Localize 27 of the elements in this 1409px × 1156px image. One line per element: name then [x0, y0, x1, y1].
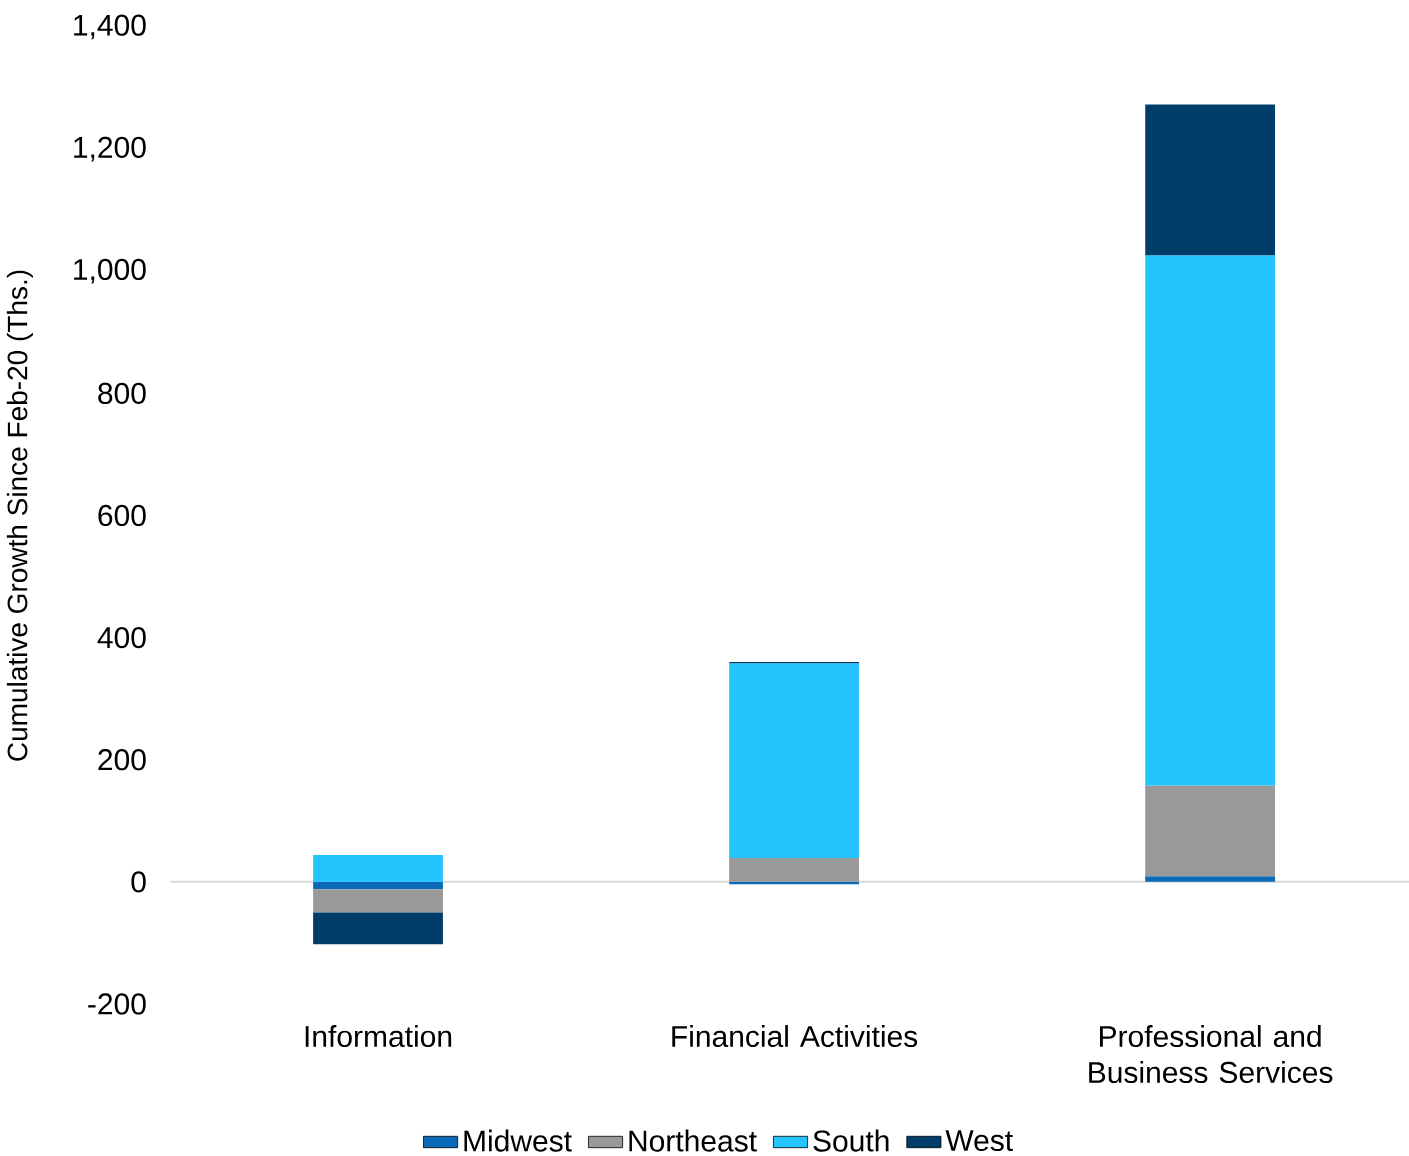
legend-label: West [945, 1130, 1013, 1152]
x-tick-label: Professional and Business Services [1089, 1025, 1333, 1084]
y-tick-label: 1,400 [74, 14, 146, 40]
bar [313, 912, 443, 945]
x-tick-label: Financial Activities [672, 1025, 918, 1048]
bar [1145, 785, 1276, 877]
bar [729, 858, 859, 882]
legend-label: Northeast [629, 1129, 757, 1152]
bar [313, 889, 443, 913]
y-tick-label: 1,000 [74, 258, 146, 284]
y-axis-title: Cumulative Growth Since Feb-20 (Ths.) [6, 270, 33, 761]
bar [729, 663, 859, 859]
y-tick-label: -200 [88, 993, 146, 1015]
y-tick-label: 400 [97, 626, 146, 649]
y-tick-label: 200 [98, 749, 146, 771]
bar [1145, 104, 1276, 256]
y-tick-label: 0 [131, 871, 146, 893]
y-tick-label: 600 [98, 504, 146, 527]
legend-label: Midwest [464, 1129, 572, 1152]
x-tick-label: Information [305, 1025, 452, 1048]
bar [313, 855, 443, 882]
y-tick-label: 1,200 [74, 136, 146, 162]
bar [1145, 255, 1276, 786]
bar [313, 881, 443, 890]
y-tick-label: 800 [98, 382, 146, 404]
legend-label: South [813, 1129, 889, 1152]
bar [1145, 876, 1276, 882]
